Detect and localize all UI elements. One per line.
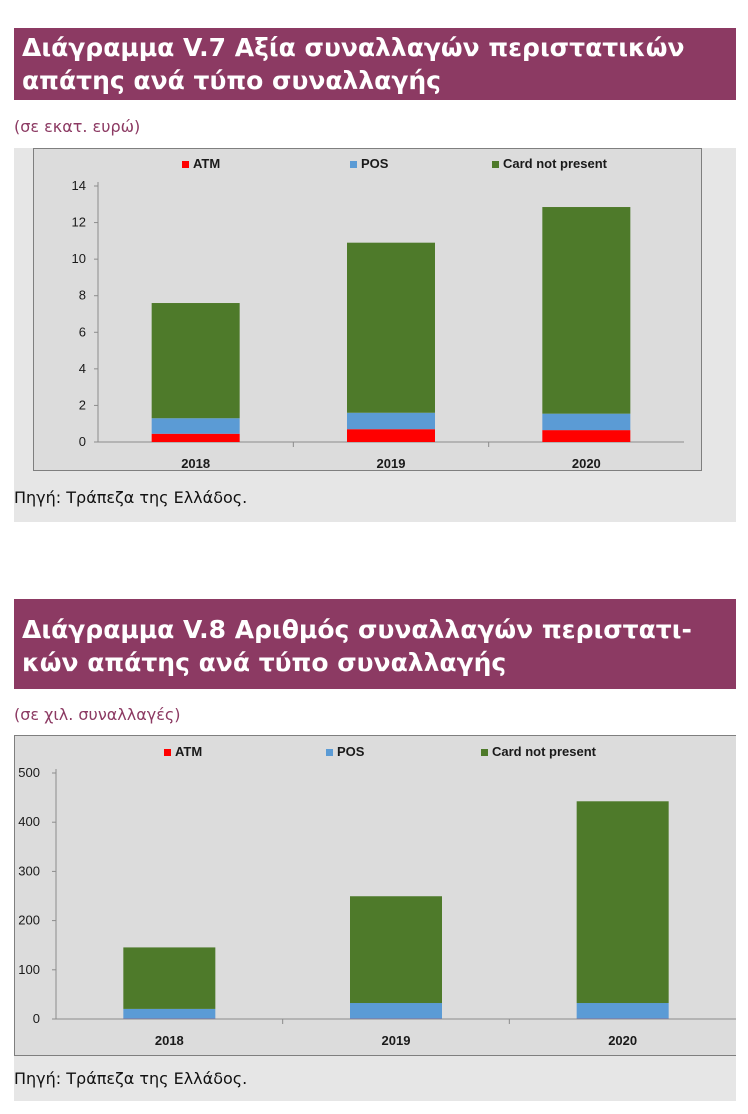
bar-card-not-present-2018 [123, 947, 216, 1009]
chart-panel: 0 100 200 300 400 500 2018 2019 2020 ATM POS Card n… [14, 735, 736, 1101]
y-tick-label: 0 [33, 1011, 40, 1026]
y-tick-label: 300 [18, 863, 40, 878]
bar-card-not-present-2020 [576, 801, 669, 1004]
y-tick-label: 12 [72, 215, 86, 230]
y-tick-label: 4 [79, 361, 86, 376]
y-tick-label: 100 [18, 962, 40, 977]
y-tick-label: 8 [79, 288, 86, 303]
legend-swatch-atm [164, 749, 171, 756]
x-tick-label: 2019 [382, 1033, 411, 1048]
legend-swatch-pos [350, 161, 357, 168]
chart-title-line-1: Διάγραμμα V.8 Αριθμός συναλλαγών περιστα… [22, 615, 692, 644]
bar-atm-2019 [347, 429, 435, 442]
x-tick-label: 2019 [377, 456, 406, 471]
bar-atm-2018 [151, 433, 240, 442]
legend-swatch-card-not-present [492, 161, 499, 168]
y-tick-label: 6 [79, 324, 86, 339]
bar-card-not-present-2020 [542, 207, 631, 414]
legend-label-pos: POS [361, 156, 389, 171]
y-tick-label: 0 [79, 434, 86, 449]
chart-title-banner: Διάγραμμα V.8 Αριθμός συναλλαγών περιστα… [14, 599, 736, 689]
y-tick-label: 500 [18, 765, 40, 780]
unit-note: (σε εκατ. ευρώ) [14, 117, 141, 136]
bar-card-not-present-2019 [347, 242, 435, 413]
legend-label-card-not-present: Card not present [503, 156, 608, 171]
x-tick-label: 2020 [572, 456, 601, 471]
bar-card-not-present-2019 [350, 896, 442, 1004]
legend-swatch-card-not-present [481, 749, 488, 756]
legend-label-atm: ATM [193, 156, 220, 171]
y-tick-label: 14 [72, 178, 86, 193]
bar-pos-2020 [576, 1003, 669, 1019]
stacked-bar-chart: 0 100 200 300 400 500 2018 2019 2020 ATM POS Card n… [14, 735, 736, 1056]
bar-pos-2018 [123, 1008, 216, 1019]
chart-panel: 0 2 4 6 8 10 12 14 2018 2019 2020 ATM POS Card not pr… [14, 148, 736, 522]
legend-label-card-not-present: Card not present [492, 744, 597, 759]
source-note: Πηγή: Τράπεζα της Ελλάδος. [14, 1069, 248, 1088]
y-tick-label: 10 [72, 251, 86, 266]
y-tick-label: 200 [18, 913, 40, 928]
stacked-bar-chart: 0 2 4 6 8 10 12 14 2018 2019 2020 ATM POS Card not pr… [33, 148, 702, 471]
chart-title-line-1: Διάγραμμα V.7 Αξία συναλλαγών περιστατικ… [22, 33, 685, 62]
chart-title-line-2: απάτης ανά τύπο συναλλαγής [22, 66, 441, 95]
legend-swatch-pos [326, 749, 333, 756]
bar-pos-2019 [347, 412, 435, 430]
x-tick-label: 2018 [181, 456, 210, 471]
y-tick-label: 2 [79, 397, 86, 412]
bar-atm-2020 [542, 430, 631, 442]
bar-pos-2020 [542, 413, 631, 431]
legend-label-pos: POS [337, 744, 365, 759]
chart-title-banner: Διάγραμμα V.7 Αξία συναλλαγών περιστατικ… [14, 28, 736, 100]
chart-title-line-2: κών απάτης ανά τύπο συναλλαγής [22, 648, 507, 677]
bar-card-not-present-2018 [151, 303, 240, 419]
source-note: Πηγή: Τράπεζα της Ελλάδος. [14, 488, 248, 507]
x-tick-label: 2018 [155, 1033, 184, 1048]
x-tick-label: 2020 [608, 1033, 637, 1048]
legend-swatch-atm [182, 161, 189, 168]
y-tick-label: 400 [18, 814, 40, 829]
bar-pos-2019 [350, 1003, 442, 1019]
unit-note: (σε χιλ. συναλλαγές) [14, 705, 181, 724]
bar-pos-2018 [151, 418, 240, 434]
legend-label-atm: ATM [175, 744, 202, 759]
